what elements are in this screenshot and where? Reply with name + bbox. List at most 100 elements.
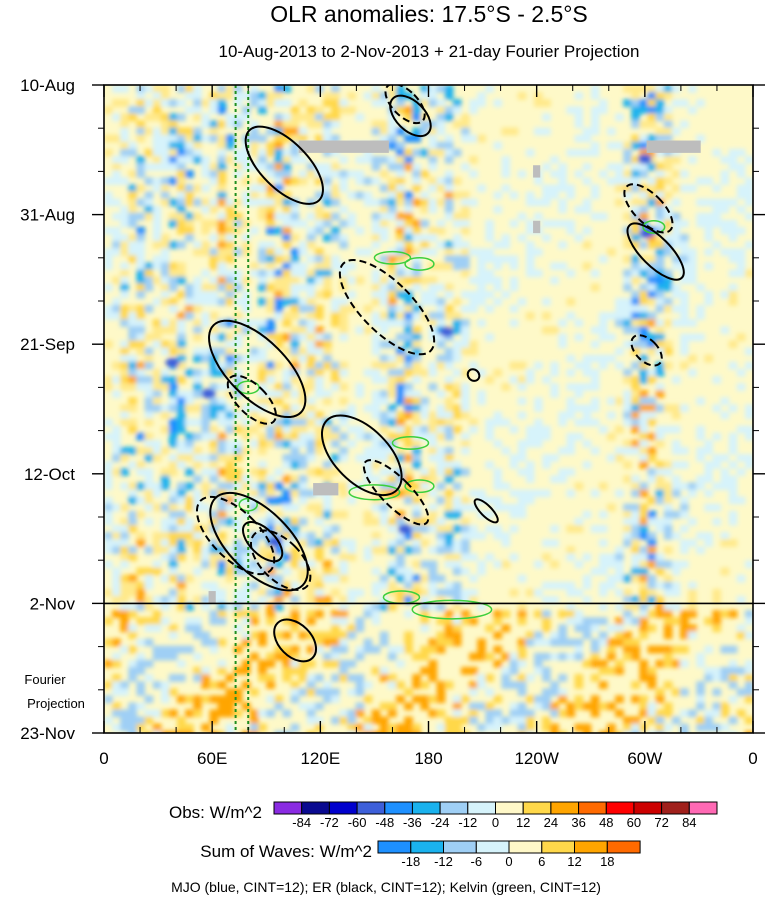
anomaly-cell — [144, 212, 154, 221]
anomaly-cell — [379, 234, 389, 242]
anomaly-cell — [412, 305, 421, 313]
anomaly-cell — [728, 695, 738, 704]
anomaly-cell — [396, 269, 405, 278]
anomaly-cell — [404, 368, 413, 377]
anomaly-cell — [274, 340, 284, 349]
anomaly-cell — [615, 425, 624, 434]
anomaly-cell — [128, 397, 137, 405]
anomaly-cell — [436, 226, 446, 235]
anomaly-cell — [663, 517, 673, 526]
anomaly-cell — [379, 354, 389, 363]
anomaly-cell — [233, 603, 243, 611]
anomaly-cell — [331, 539, 340, 547]
anomaly-cell — [136, 234, 146, 242]
plot-area — [104, 85, 753, 733]
anomaly-cell — [550, 219, 559, 228]
anomaly-cell — [193, 390, 202, 398]
anomaly-cell — [266, 510, 275, 519]
anomaly-cell — [177, 205, 186, 214]
anomaly-cell — [615, 454, 624, 462]
anomaly-cell — [428, 588, 438, 597]
anomaly-cell — [177, 439, 186, 448]
anomaly-cell — [436, 120, 446, 129]
anomaly-cell — [258, 596, 267, 604]
colorbar-swatch — [411, 801, 441, 815]
anomaly-cell — [452, 503, 462, 512]
anomaly-cell — [582, 510, 592, 519]
anomaly-cell — [266, 361, 275, 370]
anomaly-cell — [298, 248, 308, 256]
anomaly-cell — [314, 546, 324, 554]
anomaly-cell — [387, 156, 397, 164]
anomaly-cell — [282, 503, 292, 512]
anomaly-cell — [688, 262, 697, 271]
anomaly-cell — [217, 319, 227, 327]
anomaly-cell — [128, 312, 137, 320]
colorbar-tick-label: -84 — [292, 815, 311, 830]
kelvin-contour — [404, 257, 435, 271]
anomaly-cell — [558, 610, 567, 618]
anomaly-cell — [314, 212, 324, 221]
anomaly-cell — [241, 588, 251, 597]
anomaly-cell — [355, 177, 365, 185]
anomaly-cell — [720, 198, 730, 207]
anomaly-cell — [639, 695, 649, 704]
anomaly-cell — [396, 283, 405, 292]
anomaly-cell — [128, 517, 137, 526]
anomaly-cell — [201, 219, 210, 228]
anomaly-cell — [396, 290, 405, 299]
anomaly-cell — [233, 475, 243, 483]
anomaly-cell — [461, 546, 470, 554]
anomaly-cell — [566, 588, 576, 597]
anomaly-cell — [193, 241, 202, 249]
anomaly-cell — [696, 659, 705, 668]
anomaly-cell — [428, 581, 438, 590]
anomaly-cell — [477, 290, 486, 299]
anomaly-cell — [396, 383, 405, 391]
anomaly-cell — [728, 475, 738, 483]
anomaly-cell — [201, 113, 210, 122]
anomaly-cell — [428, 489, 438, 498]
anomaly-cell — [452, 631, 462, 640]
anomaly-cell — [525, 191, 535, 200]
anomaly-cell — [104, 503, 113, 512]
anomaly-cell — [104, 305, 113, 313]
anomaly-cell — [120, 709, 129, 718]
anomaly-cell — [452, 525, 462, 533]
anomaly-cell — [574, 113, 584, 122]
anomaly-cell — [688, 596, 697, 604]
er-contour — [473, 498, 499, 524]
anomaly-cell — [704, 532, 713, 540]
anomaly-cell — [663, 248, 673, 256]
anomaly-cell — [404, 425, 413, 434]
anomaly-cell — [290, 610, 300, 618]
anomaly-cell — [193, 333, 202, 342]
anomaly-cell — [233, 219, 243, 228]
anomaly-cell — [193, 85, 202, 93]
anomaly-cell — [290, 390, 300, 398]
anomaly-cell — [525, 312, 535, 320]
anomaly-cell — [469, 347, 478, 356]
anomaly-cell — [258, 198, 267, 207]
anomaly-cell — [168, 120, 178, 129]
anomaly-cell — [323, 695, 332, 704]
anomaly-cell — [671, 461, 681, 469]
anomaly-cell — [193, 567, 202, 576]
anomaly-cell — [704, 439, 713, 448]
anomaly-cell — [436, 354, 446, 363]
anomaly-cell — [493, 368, 503, 377]
anomaly-cell — [128, 333, 137, 342]
anomaly-cell — [663, 510, 673, 519]
anomaly-cell — [574, 525, 584, 533]
anomaly-cell — [566, 432, 576, 441]
anomaly-cell — [258, 276, 267, 285]
anomaly-cell — [655, 85, 665, 93]
anomaly-cell — [282, 262, 292, 271]
anomaly-cell — [485, 269, 494, 278]
anomaly-cell — [412, 333, 421, 342]
anomaly-cell — [631, 539, 640, 547]
anomaly-cell — [266, 439, 275, 448]
anomaly-cell — [112, 702, 121, 711]
anomaly-cell — [371, 319, 381, 327]
anomaly-cell — [152, 297, 162, 306]
